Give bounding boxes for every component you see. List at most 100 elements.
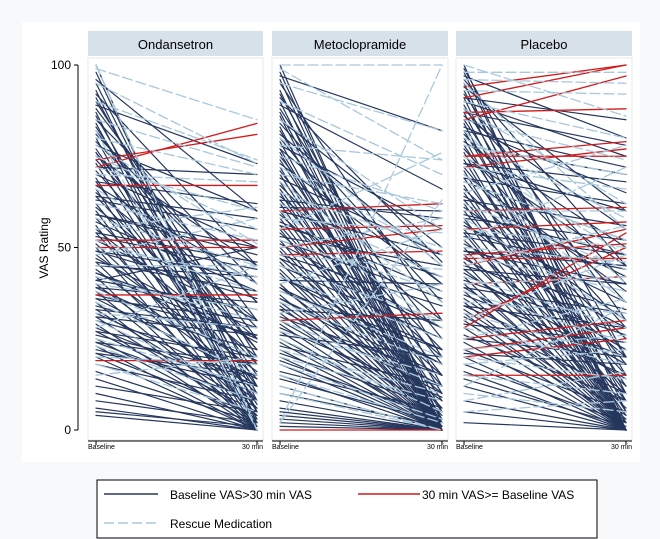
ondansetron-decrease-line-76 [95, 378, 258, 431]
placebo-decrease-line-18 [463, 133, 627, 303]
metoclopramide-decrease-line-81 [279, 392, 443, 427]
ondansetron-decrease-line-90 [95, 214, 258, 249]
metoclopramide-rescue-line-23 [279, 301, 443, 365]
ondansetron-decrease-line-44 [95, 250, 258, 300]
placebo-rescue-line-37 [463, 392, 627, 413]
placebo-increase-line-6 [463, 206, 627, 212]
metoclopramide-rescue-line-16 [279, 239, 443, 292]
x-tick-label-baseline-ondansetron: Baseline [88, 444, 115, 451]
metoclopramide-decrease-line-26 [279, 181, 443, 431]
ondansetron-decrease-line-73 [95, 356, 258, 431]
placebo-decrease-line-63 [463, 298, 627, 402]
metoclopramide-decrease-line-6 [279, 97, 443, 263]
metoclopramide-decrease-line-46 [279, 254, 443, 307]
metoclopramide-rescue-line-33 [279, 392, 443, 431]
placebo-decrease-line-96 [463, 323, 627, 343]
placebo-rescue-line-9 [463, 137, 627, 219]
legend-label-decrease: Baseline VAS>30 min VAS [170, 488, 312, 502]
metoclopramide-rescue-line-5 [279, 137, 443, 267]
placebo-rescue-line-28 [463, 312, 627, 358]
panel-header-metoclopramide [272, 31, 448, 56]
metoclopramide-decrease-line-82 [279, 400, 443, 431]
placebo-rescue-line-39 [463, 400, 627, 413]
ondansetron-decrease-line-89 [95, 195, 258, 219]
placebo-rescue-line-34 [463, 349, 627, 365]
placebo-decrease-line-98 [463, 352, 627, 365]
placebo-rescue-line-25 [463, 276, 627, 285]
placebo-increase-line-5 [463, 148, 627, 168]
metoclopramide-decrease-line-100 [279, 287, 443, 365]
metoclopramide-decrease-line-93 [279, 148, 443, 285]
placebo-rescue-line-2 [463, 78, 627, 84]
placebo-decrease-line-89 [463, 199, 627, 227]
ondansetron-rescue-line-14 [95, 206, 258, 230]
placebo-decrease-line-78 [463, 385, 627, 431]
metoclopramide-rescue-line-17 [279, 217, 443, 249]
ondansetron-rescue-line-13 [95, 217, 258, 267]
panel-title-metoclopramide: Metoclopramide [314, 37, 407, 52]
placebo-increase-line-0 [463, 64, 627, 88]
ondansetron-rescue-line-25 [95, 265, 258, 329]
metoclopramide-decrease-line-65 [279, 323, 443, 431]
placebo-increase-line-4 [463, 140, 627, 157]
panel-header-ondansetron [88, 31, 263, 56]
metoclopramide-decrease-line-101 [279, 298, 443, 376]
metoclopramide-rescue-line-9 [279, 173, 443, 205]
placebo-decrease-line-81 [463, 422, 627, 431]
metoclopramide-decrease-line-18 [279, 152, 443, 431]
placebo-rescue-line-30 [463, 327, 627, 365]
placebo-rescue-line-5 [463, 100, 627, 139]
ondansetron-decrease-line-99 [95, 316, 258, 336]
ondansetron-rescue-line-16 [95, 246, 258, 278]
placebo-rescue-line-29 [463, 254, 627, 322]
ondansetron-rescue-line-19 [95, 276, 258, 322]
placebo-decrease-line-61 [463, 290, 627, 431]
metoclopramide-rescue-line-31 [279, 374, 443, 424]
placebo-decrease-line-90 [463, 217, 627, 241]
metoclopramide-increase-line-5 [279, 224, 443, 230]
placebo-decrease-line-76 [463, 371, 627, 431]
placebo-decrease-line-47 [463, 239, 627, 387]
placebo-rescue-line-7 [463, 119, 627, 161]
ondansetron-rescue-line-7 [95, 144, 258, 245]
placebo-decrease-line-43 [463, 225, 627, 303]
metoclopramide-decrease-line-76 [279, 363, 443, 431]
metoclopramide-rescue-line-34 [279, 64, 443, 424]
ondansetron-rescue-line-28 [95, 356, 258, 365]
legend-label-rescue: Rescue Medication [170, 517, 272, 531]
metoclopramide-decrease-line-86 [279, 418, 443, 431]
ondansetron-rescue-line-17 [95, 217, 258, 256]
ondansetron-rescue-line-23 [95, 312, 258, 329]
ondansetron-decrease-line-84 [95, 93, 258, 267]
ondansetron-rescue-line-8 [95, 155, 258, 230]
placebo-rescue-line-0 [463, 64, 627, 117]
y-tick-label-50: 50 [58, 241, 72, 255]
metoclopramide-increase-line-2 [279, 250, 443, 256]
y-axis-label: VAS Rating [37, 217, 51, 278]
panel-header-placebo [456, 31, 632, 56]
metoclopramide-increase-line-4 [279, 203, 443, 212]
ondansetron-decrease-line-79 [95, 400, 258, 424]
placebo-increase-line-15 [463, 338, 627, 358]
ondansetron-rescue-line-10 [95, 173, 258, 183]
metoclopramide-rescue-line-21 [279, 228, 443, 285]
placebo-increase-line-1 [463, 64, 627, 99]
metoclopramide-rescue-line-13 [279, 210, 443, 329]
placebo-rescue-line-38 [463, 370, 627, 402]
ondansetron-rescue-line-4 [95, 119, 258, 168]
ondansetron-rescue-line-5 [95, 130, 258, 431]
placebo-rescue-line-23 [463, 224, 627, 267]
metoclopramide-rescue-line-30 [279, 363, 443, 420]
metoclopramide-rescue-line-24 [279, 283, 443, 314]
ondansetron-decrease-line-95 [95, 246, 258, 281]
metoclopramide-decrease-line-102 [279, 308, 443, 395]
placebo-rescue-line-15 [463, 144, 627, 194]
placebo-decrease-line-79 [463, 400, 627, 431]
ondansetron-increase-line-0 [95, 133, 258, 161]
placebo-decrease-line-6 [463, 89, 627, 395]
ondansetron-rescue-line-3 [95, 100, 258, 161]
placebo-decrease-line-80 [463, 411, 627, 431]
metoclopramide-decrease-line-27 [279, 184, 443, 351]
